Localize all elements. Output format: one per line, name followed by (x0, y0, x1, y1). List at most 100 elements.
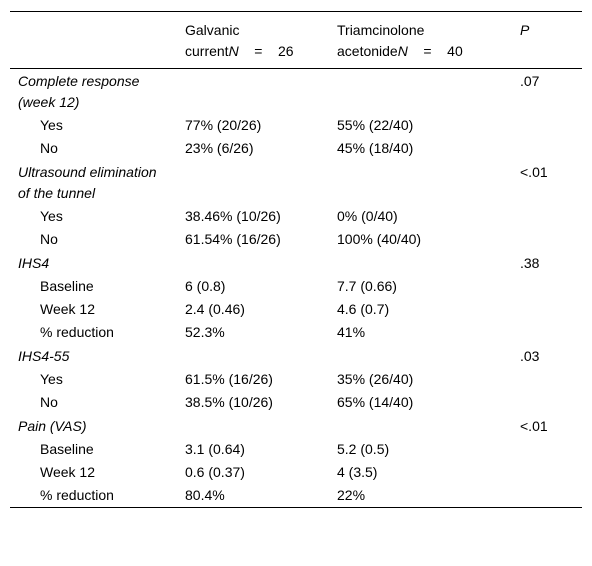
row-label: % reduction (40, 324, 114, 340)
table-row: No 38.5% (10/26) 65% (14/40) (10, 391, 582, 414)
row-label: Week 12 (40, 301, 95, 317)
galvanic-value: 52.3% (185, 324, 225, 340)
row-label: No (40, 140, 58, 156)
triamcinolone-value: 7.7 (0.66) (337, 278, 397, 294)
triamcinolone-value: 65% (14/40) (337, 394, 414, 410)
table-row: Yes 38.46% (10/26) 0% (0/40) (10, 205, 582, 228)
table-group-row: IHS4 .38 (10, 251, 582, 275)
table-header: Galvanic currentN = 26 Triamcinolone ace… (10, 11, 582, 69)
triamcinolone-value: 0% (0/40) (337, 208, 398, 224)
table-group-row: Ultrasound elimination of the tunnel <.01 (10, 160, 582, 205)
table-row: Week 12 2.4 (0.46) 4.6 (0.7) (10, 298, 582, 321)
header-triamcinolone-count: 40 (447, 43, 463, 59)
table-row: Yes 61.5% (16/26) 35% (26/40) (10, 368, 582, 391)
header-galvanic-line2: current (185, 43, 229, 59)
row-label: No (40, 394, 58, 410)
header-p-value: P (520, 22, 530, 38)
triamcinolone-value: 4 (3.5) (337, 464, 378, 480)
galvanic-value: 38.46% (10/26) (185, 208, 281, 224)
table-row: Yes 77% (20/26) 55% (22/40) (10, 114, 582, 137)
p-value: <.01 (520, 164, 548, 180)
p-value (506, 114, 582, 137)
table-group-row: Complete response (week 12) .07 (10, 69, 582, 115)
galvanic-value: 3.1 (0.64) (185, 441, 245, 457)
p-value (506, 391, 582, 414)
table-row: No 23% (6/26) 45% (18/40) (10, 137, 582, 160)
header-galvanic-current: Galvanic currentN = 26 (177, 12, 329, 69)
galvanic-value (177, 69, 329, 115)
p-value (506, 461, 582, 484)
p-value: <.01 (520, 418, 548, 434)
row-label: Yes (40, 117, 63, 133)
row-label: IHS4-55 (18, 348, 70, 364)
triamcinolone-value (329, 414, 506, 438)
triamcinolone-value: 5.2 (0.5) (337, 441, 390, 457)
row-label: Pain (VAS) (18, 418, 87, 434)
table-row: No 61.54% (16/26) 100% (40/40) (10, 228, 582, 251)
header-triamcinolone-eq: = (423, 43, 432, 59)
galvanic-value (177, 160, 329, 205)
triamcinolone-value: 41% (337, 324, 366, 340)
p-value (506, 275, 582, 298)
galvanic-value: 61.5% (16/26) (185, 371, 273, 387)
table-row: % reduction 52.3% 41% (10, 321, 582, 344)
header-galvanic-line1: Galvanic (185, 22, 240, 38)
triamcinolone-value: 55% (22/40) (337, 117, 414, 133)
triamcinolone-value: 45% (18/40) (337, 140, 414, 156)
header-triamcinolone-line2: acetonide (337, 43, 398, 59)
header-galvanic-eq: = (254, 43, 263, 59)
p-value (506, 228, 582, 251)
row-label: IHS4 (18, 255, 50, 271)
galvanic-value: 38.5% (10/26) (185, 394, 273, 410)
p-value (506, 321, 582, 344)
triamcinolone-value: 35% (26/40) (337, 371, 414, 387)
table-row: Week 12 0.6 (0.37) 4 (3.5) (10, 461, 582, 484)
p-value (506, 484, 582, 508)
galvanic-value: 77% (20/26) (185, 117, 262, 133)
p-value (506, 205, 582, 228)
header-row: Galvanic currentN = 26 Triamcinolone ace… (10, 11, 582, 69)
row-label: Baseline (40, 278, 94, 294)
galvanic-value (177, 251, 329, 275)
p-value (506, 368, 582, 391)
table-row: % reduction 80.4% 22% (10, 484, 582, 508)
table-body: Complete response (week 12) .07 Yes 77% (20… (10, 69, 582, 508)
table-row: Baseline 3.1 (0.64) 5.2 (0.5) (10, 438, 582, 461)
galvanic-value: 61.54% (16/26) (185, 231, 281, 247)
galvanic-value: 6 (0.8) (185, 278, 226, 294)
row-label: % reduction (40, 487, 114, 503)
results-table: Galvanic currentN = 26 Triamcinolone ace… (10, 11, 582, 508)
row-label: Week 12 (40, 464, 95, 480)
triamcinolone-value: 100% (40/40) (337, 231, 422, 247)
row-label: No (40, 231, 58, 247)
header-triamcinolone-line1: Triamcinolone (337, 22, 425, 38)
triamcinolone-value (329, 69, 506, 115)
galvanic-value: 80.4% (185, 487, 225, 503)
table-group-row: Pain (VAS) <.01 (10, 414, 582, 438)
p-value: .38 (520, 255, 540, 271)
triamcinolone-value: 4.6 (0.7) (337, 301, 390, 317)
galvanic-value: 2.4 (0.46) (185, 301, 245, 317)
table-row: Baseline 6 (0.8) 7.7 (0.66) (10, 275, 582, 298)
p-value: .07 (520, 73, 540, 89)
galvanic-value: 23% (6/26) (185, 140, 254, 156)
row-label: Yes (40, 208, 63, 224)
row-label: Complete response (week 12) (18, 73, 140, 110)
triamcinolone-value (329, 344, 506, 368)
table-group-row: IHS4-55 .03 (10, 344, 582, 368)
header-galvanic-count: 26 (278, 43, 294, 59)
galvanic-value (177, 344, 329, 368)
triamcinolone-value (329, 160, 506, 205)
triamcinolone-value: 22% (337, 487, 366, 503)
header-label-cell (10, 12, 177, 69)
p-value: .03 (520, 348, 540, 364)
row-label: Yes (40, 371, 63, 387)
header-triamcinolone-acetonide: Triamcinolone acetonideN = 40 (329, 12, 506, 69)
header-galvanic-n: N (228, 43, 239, 59)
p-value (506, 298, 582, 321)
row-label: Baseline (40, 441, 94, 457)
galvanic-value: 0.6 (0.37) (185, 464, 245, 480)
row-label: Ultrasound elimination of the tunnel (18, 164, 157, 201)
galvanic-value (177, 414, 329, 438)
